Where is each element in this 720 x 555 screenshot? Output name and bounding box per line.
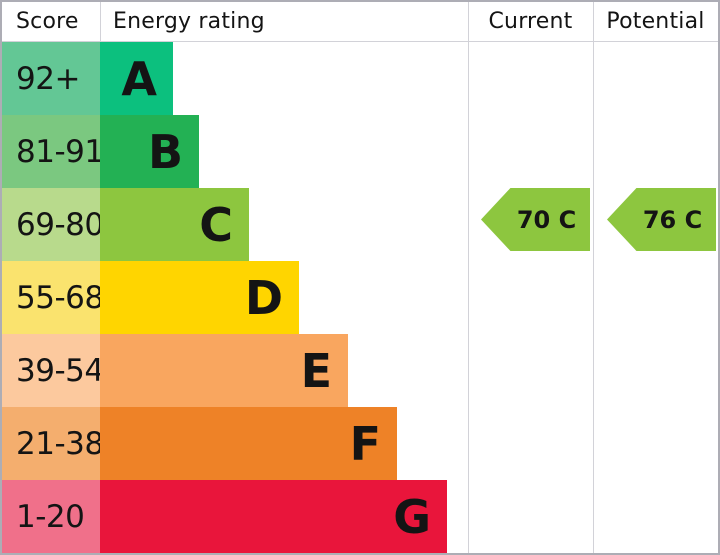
score-range: 81-91: [2, 115, 104, 188]
score-range: 69-80: [2, 188, 104, 261]
header-energy-rating: Energy rating: [113, 9, 265, 34]
rating-bar: D: [100, 261, 299, 334]
header-current: Current: [488, 9, 573, 34]
rating-row-e: 39-54 E: [2, 334, 718, 407]
rating-row-f: 21-38 F: [2, 407, 718, 480]
score-range: 55-68: [2, 261, 104, 334]
rating-bar: E: [100, 334, 348, 407]
potential-column-divider: [593, 2, 594, 553]
current-column-divider: [468, 2, 469, 553]
rating-bar: B: [100, 115, 199, 188]
rating-row-b: 81-91 B: [2, 115, 718, 188]
rating-row-d: 55-68 D: [2, 261, 718, 334]
score-column-divider: [100, 2, 101, 42]
score-range: 1-20: [2, 480, 100, 553]
rating-row-a: 92+ A: [2, 42, 718, 115]
score-range: 39-54: [2, 334, 104, 407]
chart-header: Score Energy rating Current Potential: [2, 2, 718, 42]
score-range: 21-38: [2, 407, 104, 480]
rating-bar: A: [100, 42, 173, 115]
rating-bar: C: [100, 188, 249, 261]
header-score: Score: [16, 9, 79, 34]
header-potential: Potential: [606, 9, 705, 34]
rating-row-c: 69-80 C: [2, 188, 718, 261]
rating-bar: G: [100, 480, 447, 553]
rating-rows: 92+ A 81-91 B 69-80 C 55-68 D 39-54 E 21…: [2, 42, 718, 553]
rating-bar: F: [100, 407, 397, 480]
score-range: 92+: [2, 42, 100, 115]
rating-row-g: 1-20 G: [2, 480, 718, 553]
